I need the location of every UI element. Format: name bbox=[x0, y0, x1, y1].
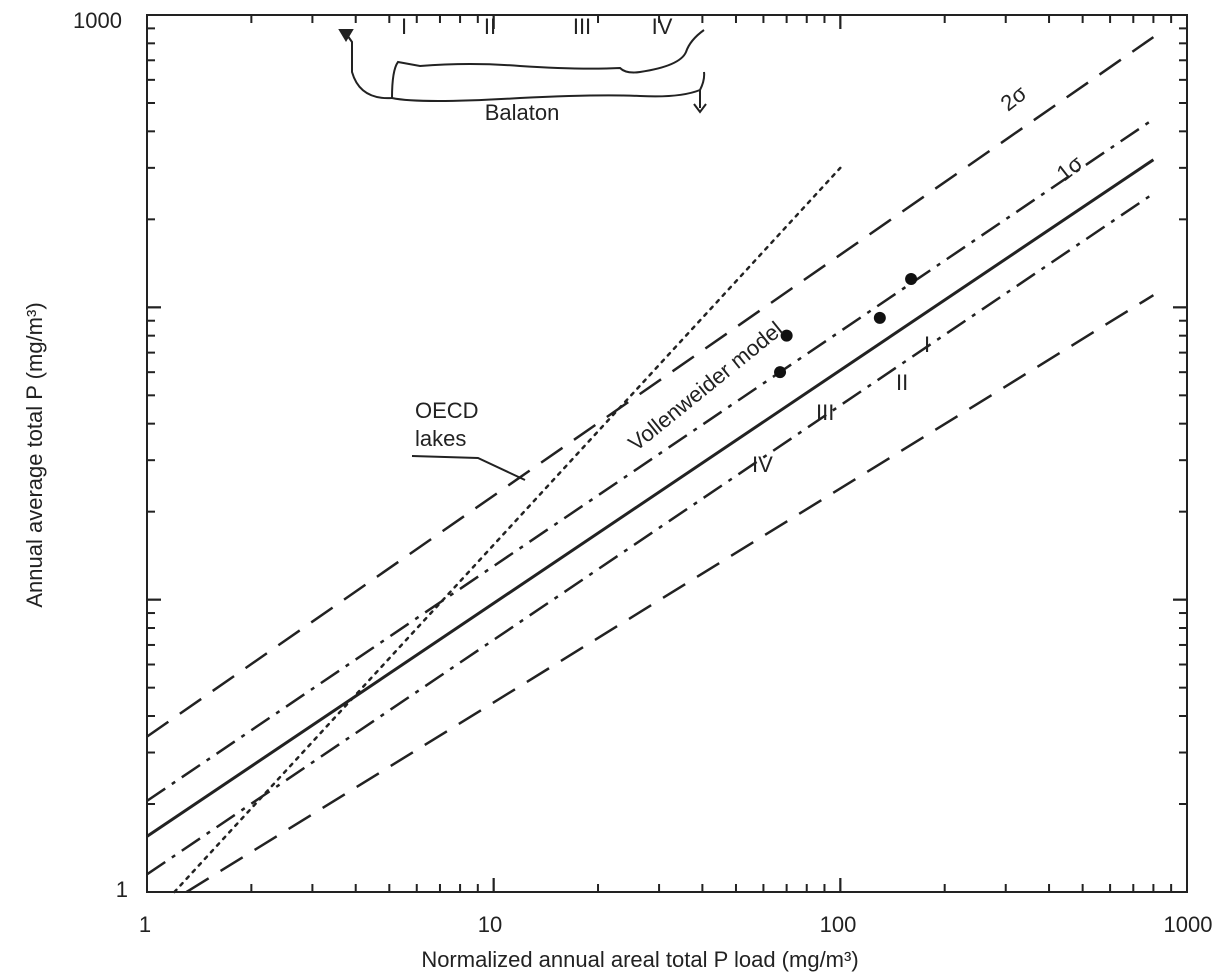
line-dashed-3 bbox=[146, 36, 1155, 738]
x-tick-label-1: 1 bbox=[139, 912, 151, 937]
x-tick-label-100: 100 bbox=[820, 912, 857, 937]
x-tick-label-10: 10 bbox=[478, 912, 502, 937]
lake-section-label-iv: IV bbox=[652, 14, 673, 39]
lake-section-label-i: I bbox=[401, 14, 407, 39]
line-dotted-5 bbox=[173, 166, 842, 894]
plot-border bbox=[146, 14, 1188, 893]
model-lines bbox=[146, 36, 1155, 894]
oecd-label-line-2: lakes bbox=[415, 426, 466, 451]
x-axis-title: Normalized annual areal total P load (mg… bbox=[421, 947, 858, 972]
lake-points bbox=[774, 273, 918, 379]
lake-point-iv bbox=[774, 366, 787, 379]
plot-frame bbox=[146, 14, 1188, 893]
point-label-iv: IV bbox=[752, 452, 773, 477]
balaton-lake-sketch bbox=[338, 29, 707, 114]
oecd-label-line-1: OECD bbox=[415, 398, 479, 423]
lake-point-iii bbox=[780, 329, 793, 342]
oecd-label-pointer bbox=[411, 455, 526, 481]
y-tick-label-1: 1 bbox=[116, 877, 128, 902]
point-label-iii: III bbox=[816, 400, 834, 425]
y-tick-label-1000: 1000 bbox=[73, 8, 122, 33]
lake-point-i bbox=[905, 273, 918, 286]
line-dash-dot-1 bbox=[146, 118, 1155, 802]
y-axis-title: Annual average total P (mg/m³) bbox=[22, 302, 47, 607]
lake-section-label-iii: III bbox=[573, 14, 591, 39]
line-dash-dot-2 bbox=[146, 192, 1155, 876]
line-solid-0 bbox=[146, 158, 1155, 838]
lake-point-ii bbox=[873, 311, 886, 324]
line-dashed-4 bbox=[185, 294, 1155, 894]
point-label-ii: II bbox=[896, 370, 908, 395]
axis-ticks bbox=[146, 14, 1188, 893]
x-tick-label-1000: 1000 bbox=[1164, 912, 1213, 937]
lake-section-label-ii: II bbox=[484, 14, 496, 39]
point-label-i: I bbox=[924, 332, 930, 357]
lake-name-label: Balaton bbox=[485, 100, 560, 125]
